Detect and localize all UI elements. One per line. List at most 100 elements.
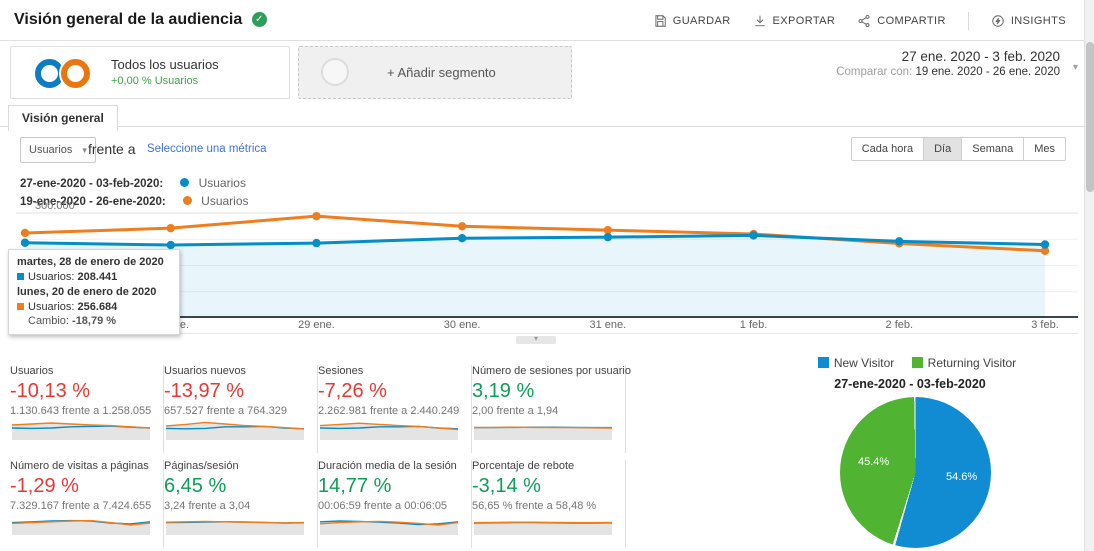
- tooltip-change: Cambio: -18,79 %: [17, 314, 171, 329]
- insights-button-label: INSIGHTS: [1010, 14, 1066, 27]
- tooltip-label-previous: Usuarios:: [28, 300, 75, 313]
- metric-sparkline: [165, 421, 305, 440]
- orange-dot-icon: [182, 196, 192, 205]
- date-range-compare: Comparar con: 19 ene. 2020 - 26 ene. 202…: [836, 66, 1060, 78]
- save-button[interactable]: GUARDAR: [653, 14, 731, 28]
- granularity-day-button[interactable]: Día: [924, 137, 963, 161]
- blue-square-icon: [17, 272, 24, 280]
- legend-previous-metric: Usuarios: [201, 194, 249, 208]
- metric-sparkline: [319, 422, 459, 440]
- x-tick-label: 31 ene.: [589, 319, 627, 331]
- metric-card-title: Porcentaje de rebote: [472, 460, 575, 472]
- export-button[interactable]: EXPORTAR: [753, 14, 836, 28]
- metric-card-title: Usuarios nuevos: [164, 365, 246, 377]
- metric-card[interactable]: Duración media de la sesión 14,77 % 00:06:…: [318, 460, 472, 548]
- x-tick-label: 2 feb.: [885, 319, 914, 331]
- granularity-hourly-button[interactable]: Cada hora: [850, 137, 925, 161]
- blue-ring-icon: [35, 59, 64, 88]
- metric-card-comparison: 3,24 frente a 3,04: [164, 500, 251, 512]
- metric-card[interactable]: Porcentaje de rebote -3,14 % 56,65 % frent…: [472, 460, 626, 548]
- metric-card-percent: -13,97 %: [164, 380, 245, 402]
- compare-prefix: Comparar con:: [836, 66, 913, 78]
- metric-card-title: Número de sesiones por usuario: [472, 365, 631, 377]
- metric-card[interactable]: Número de sesiones por usuario 3,19 % 2,00…: [472, 365, 631, 453]
- x-tick-label: 29 ene.: [298, 319, 335, 331]
- metric-card[interactable]: Páginas/sesión 6,45 % 3,24 frente a 3,04: [164, 460, 318, 548]
- pie-value-returning-visitor: 45.4%: [858, 456, 890, 468]
- save-button-label: GUARDAR: [672, 14, 731, 27]
- pie-legend: New Visitor Returning Visitor: [745, 356, 1075, 370]
- metric-card-percent: -1,29 %: [10, 475, 79, 497]
- new-visitor-label: New Visitor: [833, 356, 895, 370]
- add-segment-button[interactable]: + Añadir segmento: [298, 46, 572, 99]
- metric-card-title: Número de visitas a páginas: [10, 460, 149, 472]
- granularity-month-button[interactable]: Mes: [1024, 137, 1066, 161]
- segment-all-users[interactable]: Todos los usuarios +0,00 % Usuarios: [10, 46, 290, 99]
- export-button-label: EXPORTAR: [772, 14, 836, 27]
- metric-card-comparison: 1.130.643 frente a 1.258.055: [10, 405, 152, 417]
- tooltip-number-current: 208.441: [77, 270, 118, 283]
- users-line-chart[interactable]: [16, 205, 1078, 318]
- metric-card-title: Duración media de la sesión: [318, 460, 457, 472]
- legend-previous-range: 19-ene-2020 - 26-ene-2020:: [20, 196, 166, 208]
- tab-bar: Visión general: [0, 104, 1084, 131]
- page-scrollbar: [1084, 0, 1094, 551]
- pie-value-new-visitor: 54.6%: [946, 471, 978, 483]
- segment-title: Todos los usuarios: [111, 57, 219, 72]
- page-title-text: Visión general de la audiencia: [14, 11, 243, 28]
- metric-card-comparison: 7.329.167 frente a 7.424.655: [10, 500, 152, 512]
- date-range-selector[interactable]: 27 ene. 2020 - 3 feb. 2020 Comparar con:…: [836, 49, 1060, 78]
- ghost-ring-icon: [321, 58, 349, 86]
- metric-select-dropdown[interactable]: Usuarios ▾: [20, 137, 96, 163]
- tooltip-value-previous: Usuarios: 256.684: [17, 300, 171, 315]
- legend-current-period: 27-ene-2020 - 03-feb-2020: Usuarios: [20, 176, 246, 190]
- insights-button[interactable]: INSIGHTS: [991, 14, 1066, 28]
- verified-check-icon: ✓: [251, 12, 267, 28]
- x-tick-label: 1 feb.: [739, 319, 768, 331]
- metric-card-title: Usuarios: [10, 365, 54, 377]
- insights-icon: [992, 14, 1004, 27]
- tab-vision-general[interactable]: Visión general: [8, 105, 118, 131]
- metric-card[interactable]: Usuarios nuevos -13,97 % 657.527 frente a …: [164, 365, 318, 453]
- granularity-week-button[interactable]: Semana: [962, 137, 1025, 161]
- page-header: Visión general de la audiencia ✓ GUARDAR…: [0, 0, 1084, 41]
- metric-card[interactable]: Número de visitas a páginas -1,29 % 7.329.…: [10, 460, 164, 548]
- metric-card-comparison: 56,65 % frente a 58,48 %: [472, 500, 597, 512]
- metric-card[interactable]: Usuarios -10,13 % 1.130.643 frente a 1.258…: [10, 365, 164, 453]
- tooltip-number-previous: 256.684: [77, 300, 118, 313]
- tooltip-label-current: Usuarios:: [28, 270, 75, 283]
- metric-card-percent: -7,26 %: [318, 380, 387, 402]
- scrollbar-thumb[interactable]: [1086, 42, 1094, 192]
- share-icon: [858, 14, 870, 27]
- chart-expand-handle[interactable]: ▾: [516, 335, 556, 344]
- metric-card[interactable]: Sesiones -7,26 % 2.262.981 frente a 2.440.…: [318, 365, 472, 453]
- metric-card-percent: -3,14 %: [472, 475, 541, 497]
- orange-square-icon: [17, 302, 24, 310]
- save-icon: [655, 14, 666, 27]
- export-icon: [754, 15, 765, 26]
- x-tick-label: 30 ene.: [443, 319, 481, 331]
- metric-card-comparison: 2,00 frente a 1,94: [472, 405, 559, 417]
- metric-sparkline: [473, 426, 613, 440]
- pie-title: 27-ene-2020 - 03-feb-2020: [834, 377, 986, 391]
- returning-visitor-label: Returning Visitor: [927, 356, 1017, 370]
- metric-card-percent: 3,19 %: [472, 380, 535, 402]
- tooltip-date-current: martes, 28 de enero de 2020: [17, 256, 164, 268]
- compare-dates: 19 ene. 2020 - 26 ene. 2020: [915, 66, 1060, 78]
- segment-rings-icon: [35, 59, 99, 89]
- tooltip-change-label: Cambio:: [28, 315, 69, 328]
- metric-sparkline: [473, 521, 613, 535]
- visitor-type-pie-chart[interactable]: [840, 397, 991, 548]
- add-segment-label: + Añadir segmento: [387, 65, 496, 80]
- new-visitor-swatch-icon: [817, 357, 829, 368]
- vs-label: frente a: [88, 141, 136, 157]
- select-metric-link[interactable]: Seleccione una métrica: [147, 143, 267, 155]
- date-range-caret-icon[interactable]: ▾: [1072, 62, 1078, 73]
- date-range-primary: 27 ene. 2020 - 3 feb. 2020: [901, 49, 1060, 64]
- share-button[interactable]: COMPARTIR: [857, 14, 946, 28]
- x-tick-label: 3 feb.: [1031, 319, 1059, 331]
- tooltip-value-current: Usuarios: 208.441: [17, 270, 171, 285]
- metric-card-comparison: 2.262.981 frente a 2.440.249: [318, 405, 460, 417]
- metric-sparkline: [11, 519, 151, 535]
